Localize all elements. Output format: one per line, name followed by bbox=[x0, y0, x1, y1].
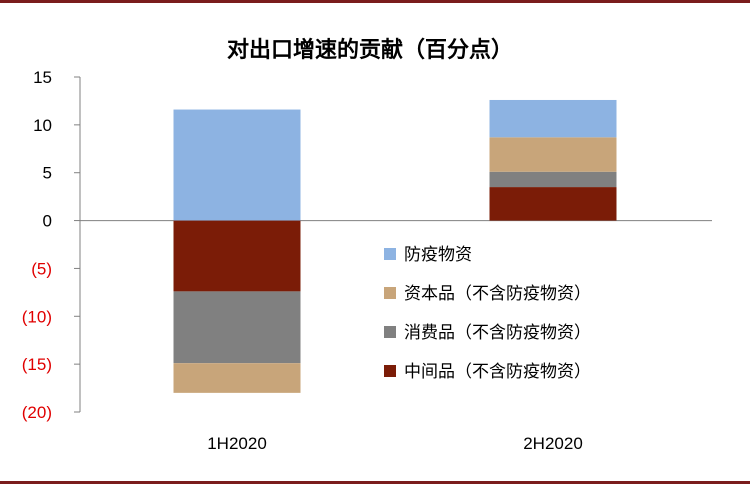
legend-label: 中间品（不含防疫物资） bbox=[404, 362, 591, 382]
legend-label: 资本品（不含防疫物资） bbox=[404, 284, 591, 304]
y-tick-label: (15) bbox=[22, 355, 52, 374]
x-axis-labels: 1H2020 2H2020 bbox=[207, 434, 583, 453]
bar-segment bbox=[489, 99, 617, 138]
y-tick-label: 10 bbox=[33, 116, 52, 135]
bar-segment bbox=[489, 137, 617, 172]
bottom-border bbox=[0, 481, 750, 484]
bar-segment bbox=[173, 291, 301, 364]
x-category-label: 2H2020 bbox=[523, 434, 583, 453]
bar-segment bbox=[173, 220, 301, 292]
bar-segment bbox=[173, 109, 301, 221]
top-border bbox=[0, 0, 750, 3]
y-tick-label: 0 bbox=[43, 212, 52, 231]
legend-swatch bbox=[384, 287, 396, 299]
legend-swatch bbox=[384, 326, 396, 338]
y-tick-label: 5 bbox=[43, 164, 52, 183]
chart-title: 对出口增速的贡献（百分点） bbox=[227, 37, 513, 63]
bar-segment bbox=[489, 187, 617, 221]
bars bbox=[173, 99, 617, 393]
x-category-label: 1H2020 bbox=[207, 434, 267, 453]
legend-swatch bbox=[384, 365, 396, 377]
bar-segment bbox=[173, 363, 301, 393]
legend-swatch bbox=[384, 248, 396, 260]
legend-label: 消费品（不含防疫物资） bbox=[404, 323, 591, 343]
y-tick-label: 15 bbox=[33, 68, 52, 87]
bar-segment bbox=[489, 171, 617, 188]
legend-label: 防疫物资 bbox=[404, 245, 472, 265]
y-tick-label: (10) bbox=[22, 307, 52, 326]
y-tick-label: (5) bbox=[31, 259, 52, 278]
y-tick-label: (20) bbox=[22, 403, 52, 422]
